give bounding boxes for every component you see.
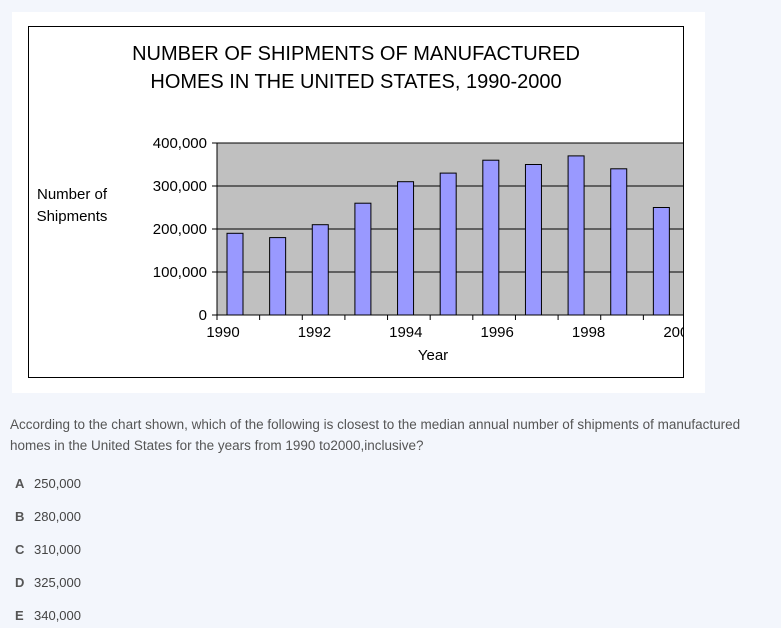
chart-title-line-2: HOMES IN THE UNITED STATES, 1990-2000 bbox=[150, 71, 561, 93]
bar-2000 bbox=[652, 207, 670, 316]
option-b-letter: B bbox=[15, 509, 25, 524]
y-axis-title-line-1: Number of bbox=[37, 186, 108, 203]
bar-1998 bbox=[567, 155, 585, 316]
y-tick-label: 200,000 bbox=[153, 221, 207, 238]
x-tick-label: 1998 bbox=[572, 324, 605, 341]
option-b[interactable]: B 280,000 bbox=[15, 509, 81, 524]
x-axis-title: Year bbox=[418, 347, 448, 364]
option-e-value: 340,000 bbox=[34, 608, 81, 623]
shipments-bar-chart: NUMBER OF SHIPMENTS OF MANUFACTURED HOMES… bbox=[37, 43, 683, 364]
chart-frame: NUMBER OF SHIPMENTS OF MANUFACTURED HOMES… bbox=[28, 26, 684, 378]
y-tick-label: 300,000 bbox=[153, 178, 207, 195]
option-a[interactable]: A 250,000 bbox=[15, 476, 81, 491]
bar-1990 bbox=[226, 232, 244, 316]
chart-card: NUMBER OF SHIPMENTS OF MANUFACTURED HOMES… bbox=[12, 12, 705, 393]
y-tick-label: 0 bbox=[199, 307, 207, 324]
option-a-value: 250,000 bbox=[34, 476, 81, 491]
bar-1994 bbox=[397, 181, 415, 316]
y-tick-label: 400,000 bbox=[153, 135, 207, 152]
option-e-letter: E bbox=[15, 608, 24, 623]
x-tick-label: 1996 bbox=[481, 324, 514, 341]
bar-1995 bbox=[439, 172, 457, 316]
x-tick-label: 1992 bbox=[298, 324, 331, 341]
x-tick-label: 2000 bbox=[663, 324, 683, 341]
x-tick-label: 1994 bbox=[389, 324, 422, 341]
y-tick-label: 100,000 bbox=[153, 264, 207, 281]
option-c-value: 310,000 bbox=[34, 542, 81, 557]
option-b-value: 280,000 bbox=[34, 509, 81, 524]
bar-1997 bbox=[524, 164, 542, 316]
x-tick-label: 1990 bbox=[206, 324, 239, 341]
bar-1993 bbox=[354, 202, 372, 316]
chart-title-line-1: NUMBER OF SHIPMENTS OF MANUFACTURED bbox=[132, 43, 580, 65]
y-axis-title-line-2: Shipments bbox=[37, 208, 108, 225]
option-c[interactable]: C 310,000 bbox=[15, 542, 81, 557]
bar-1991 bbox=[269, 237, 287, 316]
question-text: According to the chart shown, which of t… bbox=[10, 417, 741, 453]
option-a-letter: A bbox=[15, 476, 25, 491]
bar-1992 bbox=[311, 224, 329, 316]
option-d-value: 325,000 bbox=[34, 575, 81, 590]
bar-1999 bbox=[610, 168, 628, 316]
option-c-letter: C bbox=[15, 542, 25, 557]
option-e[interactable]: E 340,000 bbox=[15, 608, 81, 623]
option-d[interactable]: D 325,000 bbox=[15, 575, 81, 590]
bar-1996 bbox=[482, 159, 500, 316]
option-d-letter: D bbox=[15, 575, 25, 590]
